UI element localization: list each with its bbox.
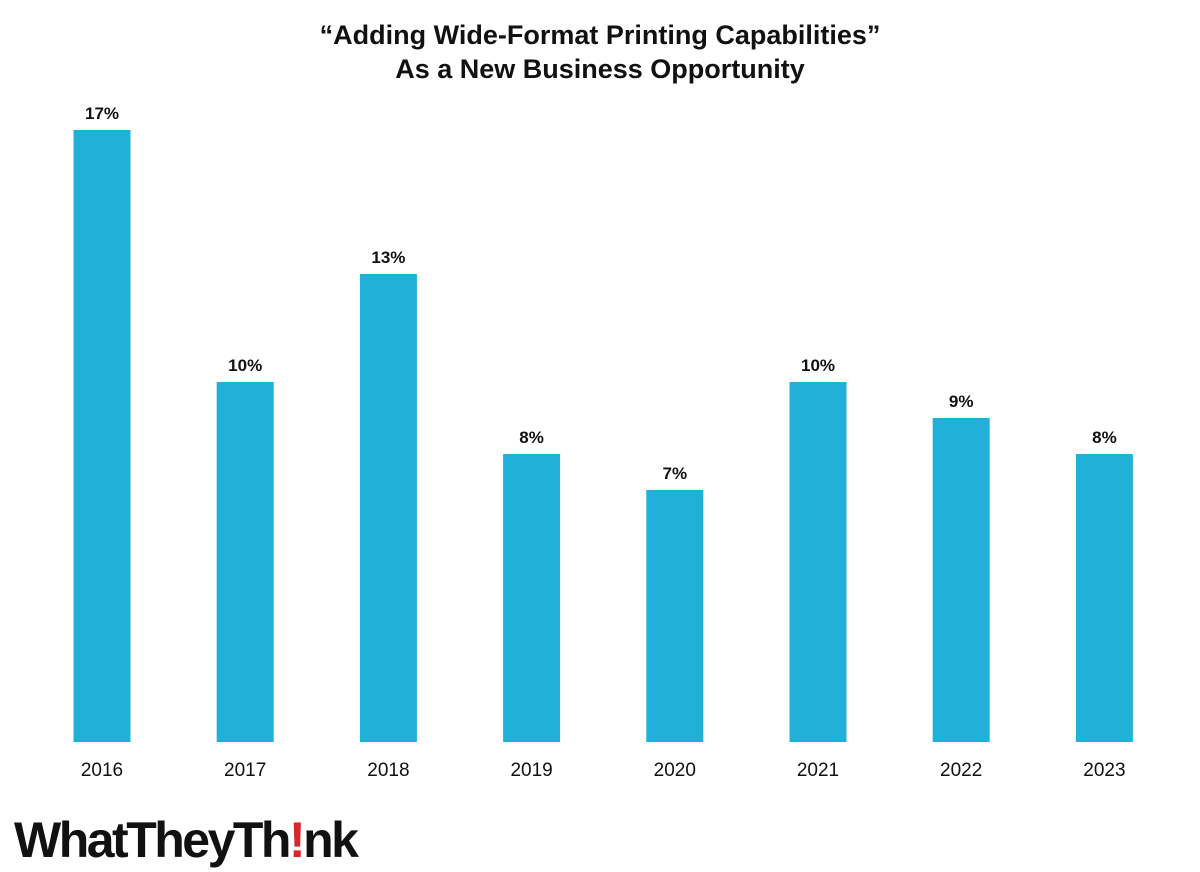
data-label-2022: 9% (949, 392, 974, 411)
bar-2017 (216, 382, 274, 742)
bar-2016 (73, 130, 131, 742)
data-label-2020: 7% (663, 464, 688, 483)
data-label-2016: 17% (85, 104, 119, 123)
data-label-2023: 8% (1092, 428, 1117, 447)
data-label-2018: 13% (371, 248, 405, 267)
chart-subtitle: As a New Business Opportunity (395, 54, 805, 84)
chart-title: “Adding Wide-Format Printing Capabilitie… (319, 20, 881, 50)
x-tick-label-2017: 2017 (224, 760, 266, 781)
bar-2020 (646, 490, 704, 742)
x-tick-label-2020: 2020 (654, 760, 696, 781)
x-tick-label-2016: 2016 (81, 760, 123, 781)
bar-2018 (359, 274, 417, 742)
logo-exclamation: ! (288, 812, 306, 868)
logo-text-end: nk (303, 812, 359, 868)
bar-2019 (503, 454, 561, 742)
bar-2021 (789, 382, 847, 742)
x-tick-label-2022: 2022 (940, 760, 982, 781)
x-tick-label-2023: 2023 (1083, 760, 1125, 781)
x-tick-label-2021: 2021 (797, 760, 839, 781)
data-label-2017: 10% (228, 356, 262, 375)
bar-2023 (1075, 454, 1133, 742)
bar-2022 (932, 418, 990, 742)
x-tick-label-2019: 2019 (510, 760, 552, 781)
data-label-2019: 8% (519, 428, 544, 447)
logo-text-start: WhatTheyTh (14, 812, 291, 868)
chart-title-block: “Adding Wide-Format Printing Capabilitie… (0, 18, 1200, 86)
x-tick-label-2018: 2018 (367, 760, 409, 781)
bar-chart: 17% 2016 10% 2017 13% 2018 8% 2019 7% 2020 10% 2021… (73, 104, 1133, 781)
whattheythink-logo: WhatTheyTh!nk (14, 810, 359, 870)
data-label-2021: 10% (801, 356, 835, 375)
